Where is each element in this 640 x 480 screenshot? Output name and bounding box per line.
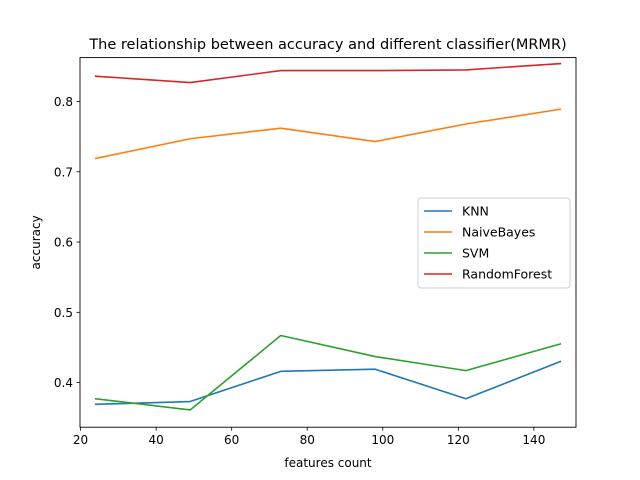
x-tick-label: 140 (522, 433, 545, 447)
legend: KNN NaiveBayes SVM RandomForest (417, 197, 571, 289)
legend-label: NaiveBayes (462, 225, 535, 240)
x-tick-label: 20 (73, 433, 88, 447)
legend-label: RandomForest (462, 267, 552, 282)
chart-title: The relationship between accuracy and di… (88, 37, 566, 53)
y-axis-label: accuracy (29, 215, 43, 269)
legend-label: KNN (462, 204, 489, 219)
x-tick-label: 40 (148, 433, 163, 447)
series-line-svm (94, 334, 562, 411)
series-line-knn (94, 360, 562, 406)
x-tick-label: 80 (300, 433, 315, 447)
y-tick-label: 0.7 (54, 165, 73, 179)
x-axis-label: features count (284, 456, 372, 470)
legend-label: SVM (462, 246, 489, 261)
y-tick-label: 0.6 (54, 236, 73, 250)
series-line-naivebayes (94, 108, 562, 160)
series-line-randomforest (94, 62, 562, 84)
x-tick-label: 100 (371, 433, 394, 447)
y-tick-label: 0.4 (54, 376, 73, 390)
legend-box (417, 197, 571, 289)
plot-area (94, 62, 562, 411)
y-tick-label: 0.5 (54, 306, 73, 320)
x-tick-label: 120 (447, 433, 470, 447)
x-tick-label: 60 (224, 433, 239, 447)
y-tick-label: 0.8 (54, 95, 73, 109)
